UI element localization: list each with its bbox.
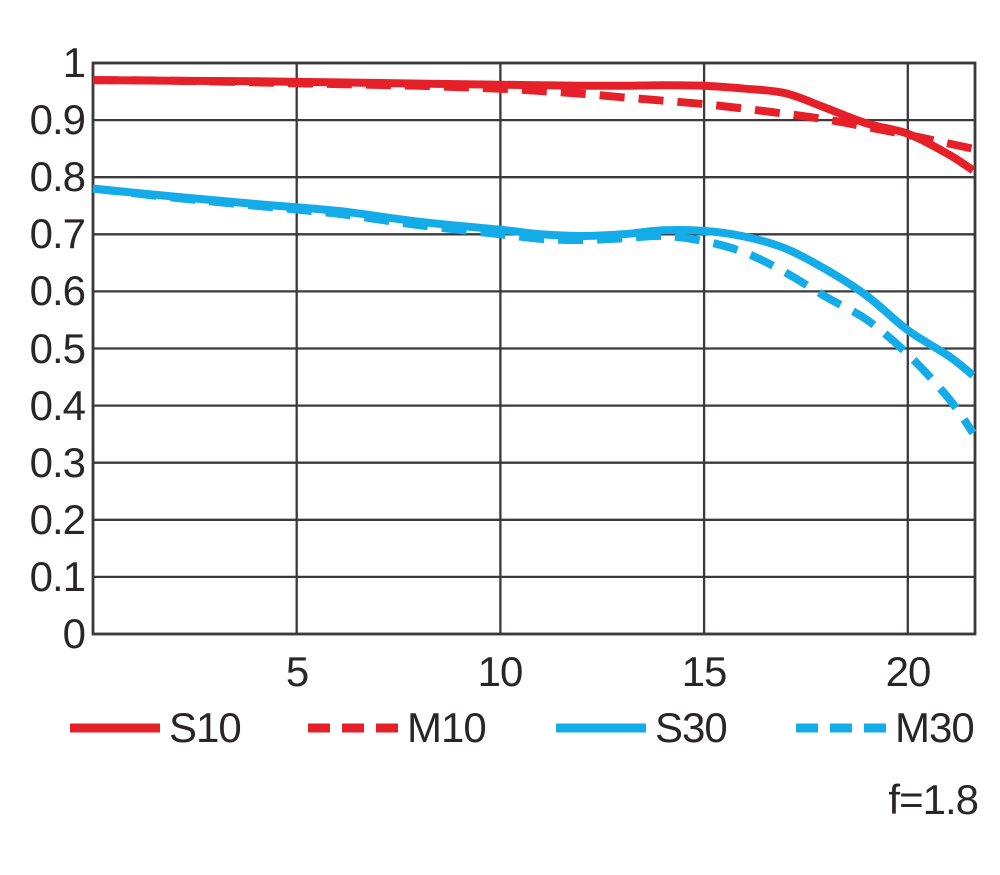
curve-m10: [92, 76, 974, 153]
legend-label-s30: S30: [655, 704, 728, 751]
y-tick-label-0.6: 0.6: [29, 267, 86, 314]
legend-item-m30: M30: [796, 703, 975, 753]
y-tick-label-0.4: 0.4: [29, 382, 86, 429]
x-tick-label-15: 15: [681, 648, 728, 695]
legend-item-m10: M10: [308, 703, 487, 753]
curve-m30: [92, 184, 977, 436]
curve-s30: [92, 184, 976, 379]
y-tick-label-0.5: 0.5: [29, 325, 86, 372]
plot-border: [91, 61, 977, 636]
legend-swatch-dashed-blue-icon: [796, 723, 886, 733]
aperture-label: f=1.8: [888, 776, 979, 823]
legend: S10 M10 S30 M30: [0, 703, 1000, 753]
legend-item-s10: S10: [70, 703, 242, 753]
y-tick-label-0.7: 0.7: [29, 210, 86, 257]
x-tick-label-5: 5: [285, 648, 309, 695]
legend-label-m30: M30: [895, 704, 975, 751]
gridlines: [93, 61, 975, 636]
legend-swatch-solid-blue-icon: [556, 723, 646, 733]
y-tick-label-0.1: 0.1: [29, 553, 86, 600]
y-tick-label-0.2: 0.2: [29, 496, 86, 543]
legend-swatch-dashed-red-icon: [308, 723, 398, 733]
x-tick-label-10: 10: [477, 648, 524, 695]
y-tick-label-0.3: 0.3: [29, 439, 86, 486]
y-tick-label-1: 1: [62, 39, 86, 86]
y-tick-label-0.8: 0.8: [29, 153, 86, 200]
legend-label-m10: M10: [407, 704, 487, 751]
y-tick-label-0: 0: [62, 610, 86, 657]
legend-item-s30: S30: [556, 703, 728, 753]
legend-label-s10: S10: [169, 704, 242, 751]
y-tick-label-0.9: 0.9: [29, 96, 86, 143]
x-tick-label-20: 20: [885, 648, 932, 695]
legend-swatch-solid-red-icon: [70, 723, 160, 733]
